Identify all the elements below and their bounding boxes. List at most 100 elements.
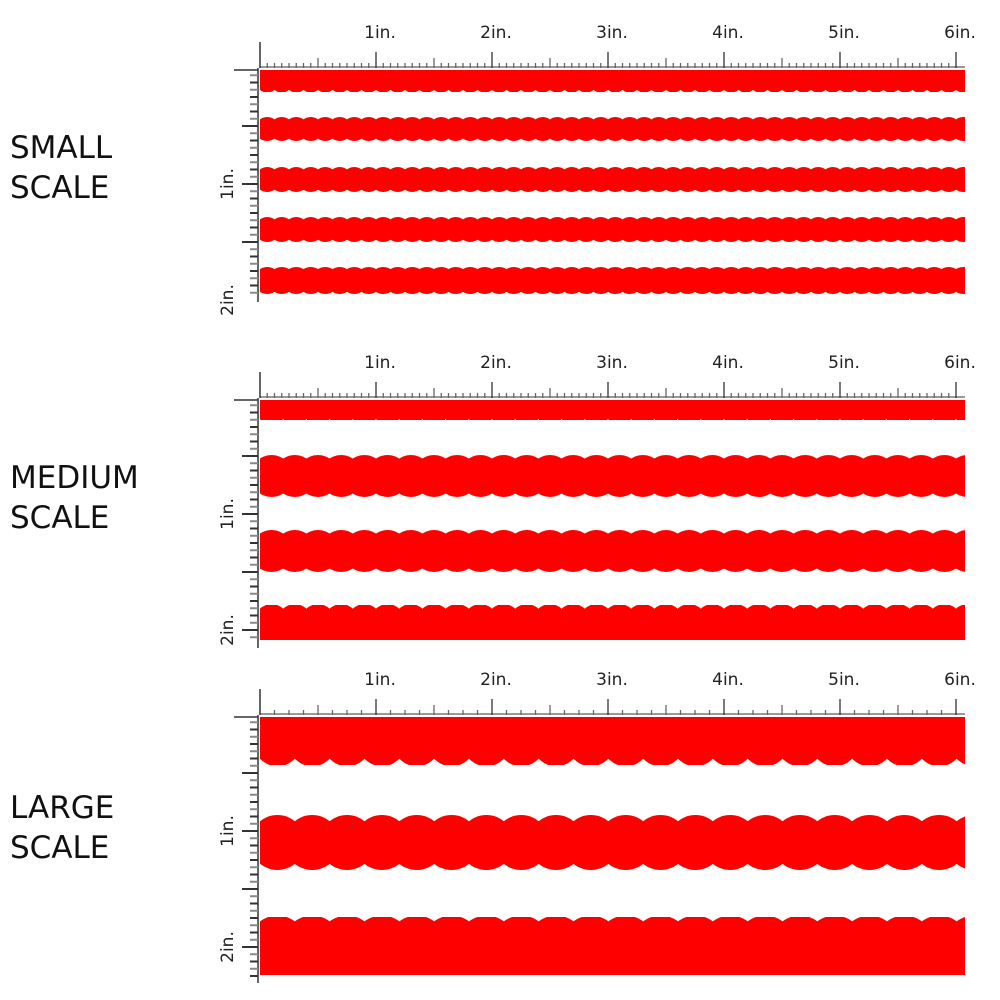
scallop [535, 400, 565, 420]
scallop [532, 718, 581, 765]
label-line: SCALE [10, 830, 110, 866]
small-scale-label: SMALL SCALE [10, 128, 112, 208]
scallop [462, 718, 511, 765]
scallop-stripe [260, 605, 965, 640]
scallop [636, 718, 685, 765]
scallop [303, 400, 333, 420]
scallop [489, 400, 518, 420]
scallop [810, 718, 859, 765]
scallop [951, 117, 965, 141]
ruler-label: 2in. [218, 284, 238, 316]
label-line: SCALE [10, 170, 110, 206]
ruler-label: 1in. [218, 498, 238, 530]
scallop [744, 400, 774, 420]
scallop-stripe [260, 815, 965, 870]
ruler-label: 6in. [944, 353, 976, 373]
scallop [427, 718, 476, 765]
ruler-label: 1in. [364, 23, 396, 43]
scallop-stripe [260, 530, 965, 572]
horizontal-ruler: 1in. 2in. 3in. 4in. 5in. 6in. [259, 670, 976, 715]
scallop [966, 117, 990, 141]
large-scale-label: LARGE SCALE [10, 788, 114, 868]
ruler-label: 1in. [218, 815, 238, 847]
ruler-label: 3in. [596, 670, 628, 690]
scallop [566, 718, 615, 765]
scallop [628, 400, 658, 420]
scallop [950, 720, 965, 765]
ruler-label: 5in. [828, 353, 860, 373]
scallop [814, 400, 843, 420]
scallop [741, 718, 790, 765]
scallop [442, 400, 472, 420]
medium-panel: 1in. 2in. 3in. 4in. 5in. 6in. 1in. 2in. [218, 353, 976, 648]
scallop [946, 816, 965, 869]
scallop [605, 400, 634, 420]
scallop [837, 400, 866, 420]
scallop [946, 530, 965, 572]
scallop [357, 718, 406, 765]
scallop [950, 605, 965, 639]
ruler-label: 4in. [712, 670, 744, 690]
scallop [880, 718, 929, 765]
scallop [373, 400, 402, 420]
scallop [967, 71, 989, 93]
scallop [950, 217, 965, 242]
scallop [419, 400, 449, 420]
scallop [953, 400, 965, 420]
ruler-label: 2in. [480, 670, 512, 690]
medium-scale-label: MEDIUM SCALE [10, 458, 139, 538]
scallop [288, 718, 337, 765]
scallop [950, 167, 965, 192]
ruler-label: 4in. [712, 23, 744, 43]
small-panel: 1in. 2in. 3in. 4in. 5in. 6in. 1in. 2in. [218, 23, 990, 316]
label-line: MEDIUM [10, 460, 139, 496]
ruler-label: 2in. [218, 931, 238, 963]
scallop [601, 718, 650, 765]
ruler-label: 2in. [480, 353, 512, 373]
scallop [790, 400, 820, 420]
scallop [964, 276, 965, 285]
scallop [965, 167, 990, 192]
scallop-stripe [260, 70, 989, 93]
scallop [497, 718, 546, 765]
scallop [721, 400, 750, 420]
scallop [674, 400, 704, 420]
scallop [326, 400, 356, 420]
scallop-stripe [260, 117, 990, 141]
scallop [767, 400, 797, 420]
scallop [651, 400, 681, 420]
scallop [915, 718, 964, 765]
ruler-label: 3in. [596, 353, 628, 373]
large-panel: 1in. 2in. 3in. 4in. 5in. 6in. 1in. 2in. [218, 670, 976, 983]
scallop [965, 217, 990, 242]
scallop-stripe [260, 267, 965, 294]
scallop [260, 400, 286, 420]
scallop-stripe [260, 400, 965, 420]
scallop [930, 400, 959, 420]
scallop-stripe [260, 717, 965, 765]
scallop [558, 400, 588, 420]
scallop [671, 718, 720, 765]
ruler-label: 5in. [828, 670, 860, 690]
scallop [883, 400, 913, 420]
scallop [946, 455, 965, 497]
label-line: SMALL [10, 130, 113, 166]
label-line: SCALE [10, 500, 110, 536]
scallop [582, 400, 611, 420]
ruler-label: 6in. [944, 23, 976, 43]
scallop [706, 718, 755, 765]
scallop [949, 267, 965, 294]
scallop [775, 718, 824, 765]
scallop [280, 400, 310, 420]
ruler-label: 1in. [218, 168, 238, 200]
ruler-label: 2in. [218, 614, 238, 646]
ruler-label: 6in. [944, 670, 976, 690]
scallop-stripe [260, 455, 965, 497]
vertical-ruler: 1in. 2in. [218, 68, 259, 316]
scallop [392, 718, 441, 765]
vertical-ruler: 1in. 2in. [218, 715, 259, 983]
ruler-label: 1in. [364, 353, 396, 373]
label-line: LARGE [10, 790, 115, 826]
scallop-stripe [260, 917, 965, 975]
